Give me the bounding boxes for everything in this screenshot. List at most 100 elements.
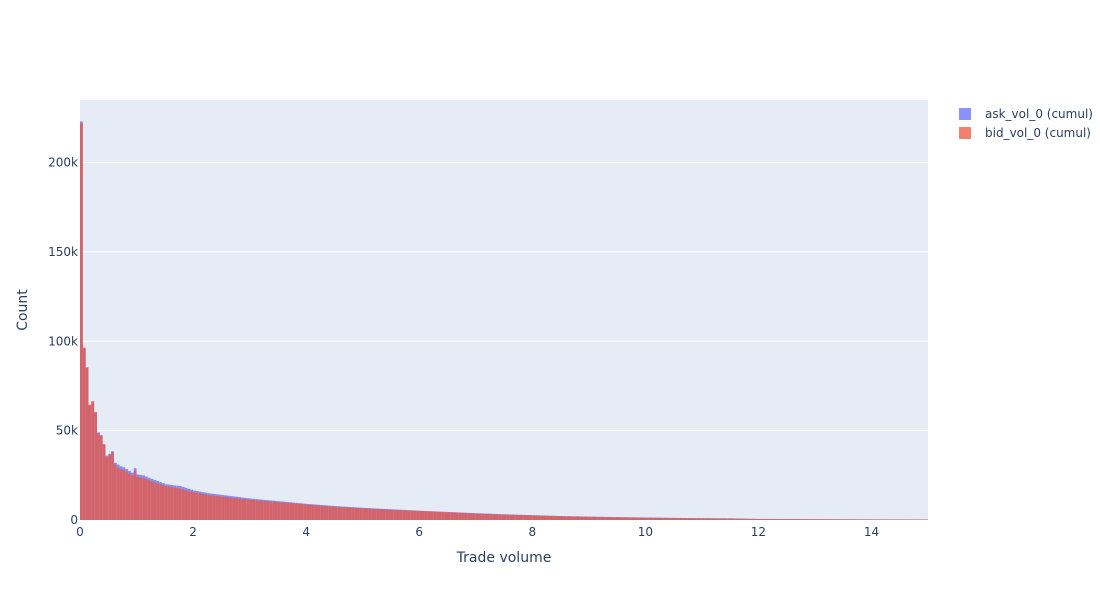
histogram-bar <box>509 514 513 520</box>
histogram-bar <box>639 517 643 520</box>
histogram-bar <box>716 518 719 520</box>
histogram-bar <box>529 515 533 520</box>
histogram-bar <box>453 512 456 520</box>
histogram-bar <box>611 517 615 520</box>
histogram-bar <box>413 510 417 520</box>
histogram-bar <box>659 517 663 520</box>
histogram-bar <box>323 505 326 520</box>
x-tick-label: 12 <box>751 525 766 539</box>
histogram-bar <box>823 519 827 520</box>
legend-label: bid_vol_0 (cumul) <box>985 126 1091 140</box>
histogram-bar <box>662 517 666 520</box>
histogram-bar <box>128 473 131 520</box>
y-axis-title: Count <box>15 289 31 331</box>
histogram-bar <box>467 513 471 520</box>
histogram-bar <box>91 401 95 520</box>
histogram-bar <box>617 517 620 520</box>
x-axis-title: Trade volume <box>456 550 552 566</box>
legend[interactable]: ask_vol_0 (cumul) bid_vol_0 (cumul) <box>959 107 1093 140</box>
histogram-bar <box>218 496 222 520</box>
histogram-bar <box>574 516 578 520</box>
histogram-bar <box>862 519 866 520</box>
histogram-bar <box>518 514 521 520</box>
histogram-bar <box>831 519 835 520</box>
histogram-bar <box>506 514 510 520</box>
histogram-bar <box>764 519 767 520</box>
histogram-bar <box>116 468 120 520</box>
histogram-bar <box>277 502 281 520</box>
histogram-bar <box>843 519 847 520</box>
histogram-bar <box>396 510 400 520</box>
histogram-bar <box>600 516 603 520</box>
histogram-bar <box>308 504 312 520</box>
histogram-bar <box>464 513 468 520</box>
histogram-bar <box>665 517 668 520</box>
histogram-bar <box>758 519 762 520</box>
histogram-bar <box>549 515 553 520</box>
histogram-bar <box>88 404 92 520</box>
histogram-bar <box>82 347 86 520</box>
histogram-bar <box>424 511 428 520</box>
histogram-bar <box>458 512 462 520</box>
histogram-bar <box>365 508 369 520</box>
histogram-bar <box>447 512 451 520</box>
histogram-bar <box>427 511 431 520</box>
histogram-bar <box>359 508 363 520</box>
legend-item[interactable]: ask_vol_0 (cumul) <box>959 107 1093 121</box>
histogram-bar <box>373 508 377 520</box>
histogram-bar <box>919 519 923 520</box>
histogram-bar <box>885 519 889 520</box>
histogram-bar <box>224 497 227 520</box>
histogram-bar <box>498 514 502 520</box>
histogram-bar <box>133 470 137 520</box>
histogram-bar <box>710 518 714 520</box>
histogram-bar <box>275 501 278 520</box>
histogram-bar <box>167 486 171 520</box>
histogram-bar <box>303 504 307 520</box>
histogram-bar <box>868 519 872 520</box>
histogram-bar <box>778 519 782 520</box>
histogram-bar <box>882 519 886 520</box>
histogram-bar <box>713 518 716 520</box>
histogram-bar <box>724 518 728 520</box>
histogram-bar <box>410 510 414 520</box>
histogram-bar <box>334 506 338 520</box>
histogram-bar <box>588 516 592 520</box>
histogram-bar <box>99 435 103 520</box>
y-axis: 0 50k 100k 150k 200k <box>48 156 78 527</box>
gridlines <box>80 162 928 432</box>
histogram-bar <box>888 519 892 520</box>
histogram-bar <box>283 502 287 520</box>
histogram-bar <box>701 518 705 520</box>
histogram-bar <box>193 492 196 520</box>
histogram-bar <box>552 515 555 520</box>
x-axis: 0 2 4 6 8 10 12 14 <box>76 525 879 539</box>
histogram-bar <box>583 516 586 520</box>
histogram-bar <box>243 499 247 520</box>
histogram-bar <box>164 486 168 520</box>
histogram-bar <box>294 503 298 520</box>
histogram-bar <box>221 496 225 520</box>
histogram-bar <box>631 517 635 520</box>
histogram-bar <box>210 495 213 520</box>
histogram-bar <box>331 506 335 520</box>
histogram-bar <box>150 481 154 520</box>
histogram-bar <box>543 515 547 520</box>
histogram-bar <box>393 509 397 520</box>
histogram-bar <box>306 504 309 520</box>
legend-item[interactable]: bid_vol_0 (cumul) <box>959 126 1091 140</box>
histogram-bar <box>354 507 358 520</box>
histogram-bar <box>450 512 454 520</box>
histogram-bar <box>826 519 830 520</box>
histogram-bar <box>848 519 852 520</box>
histogram-bar <box>269 501 273 520</box>
y-tick-label: 200k <box>48 156 78 170</box>
histogram-bar <box>732 518 736 520</box>
y-tick-label: 100k <box>48 334 78 348</box>
histogram-bar <box>761 519 765 520</box>
histogram-bar <box>475 513 479 520</box>
histogram-bar <box>730 518 733 520</box>
histogram-bar <box>292 503 295 520</box>
histogram-bar <box>455 512 459 520</box>
histogram-bar <box>520 515 524 520</box>
